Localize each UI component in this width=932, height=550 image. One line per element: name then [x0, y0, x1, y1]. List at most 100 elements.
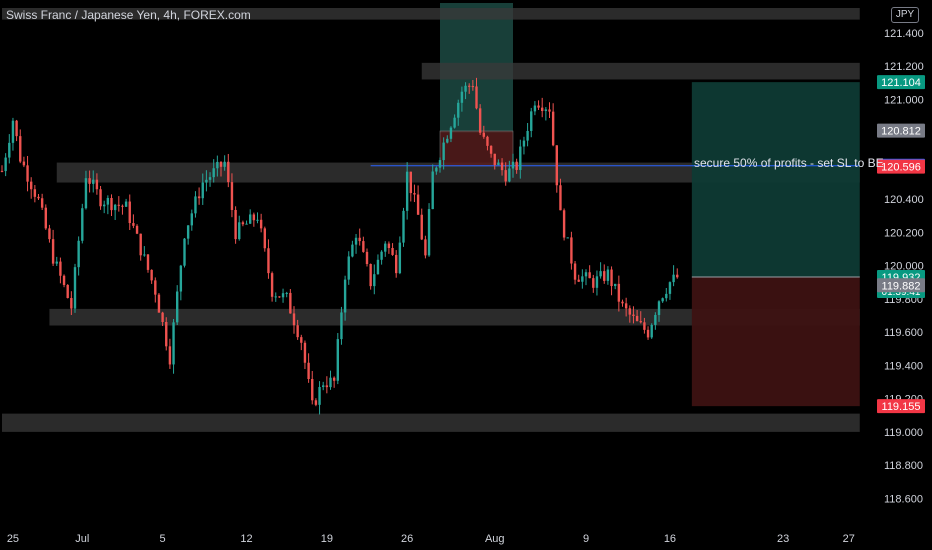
candle-body [672, 274, 675, 283]
price-tick-label: 121.000 [884, 94, 924, 106]
candle-body [11, 120, 15, 143]
price-label-box [877, 75, 925, 90]
candle-body [676, 274, 679, 278]
price-tick-label: 121.200 [884, 61, 924, 73]
candle-body [190, 213, 193, 226]
candle-body [161, 312, 164, 322]
price-label-text: 119.882 [882, 280, 921, 292]
candle-body [88, 178, 91, 184]
candle-body [84, 178, 88, 209]
price-label-text: 121.104 [881, 77, 921, 89]
candle-body [493, 153, 496, 165]
candle-body [0, 170, 4, 172]
support-resistance-zones [2, 3, 860, 432]
candle-body [103, 204, 106, 207]
candle-body [176, 291, 179, 323]
countdown-text: 01:39:41 [882, 287, 921, 298]
candle-body [657, 301, 661, 315]
candle-body [438, 160, 442, 168]
candle-body [387, 243, 391, 248]
time-tick-label: 16 [664, 533, 676, 545]
candle-body [500, 162, 504, 171]
candle-body [548, 109, 551, 112]
candle-body [110, 197, 113, 211]
candle-body [292, 313, 296, 326]
price-zone [2, 413, 860, 432]
price-tick-label: 118.600 [884, 493, 923, 505]
price-label-box [877, 159, 925, 174]
candle-body [285, 292, 288, 294]
price-label-box [877, 278, 925, 293]
price-zone [2, 7, 860, 20]
time-axis[interactable]: 25 Jul 5 12 19 26 Aug 9 16 23 27 [7, 533, 855, 545]
candle-body [581, 276, 584, 282]
candle-body [603, 271, 606, 281]
candle-body [427, 209, 431, 256]
price-axis[interactable]: 121.400121.200121.000120.800120.600120.4… [884, 28, 924, 505]
candle-body [592, 278, 595, 288]
candle-body [482, 132, 485, 137]
candle-body [541, 107, 544, 112]
candle-body [573, 263, 577, 280]
candle-body [314, 400, 318, 405]
candle-body [252, 214, 256, 221]
candle-body [511, 161, 515, 169]
candle-body [278, 296, 281, 298]
long-position-tool[interactable] [370, 82, 860, 407]
candle-body [303, 342, 307, 363]
candle-body [530, 111, 533, 131]
candle-body [143, 254, 146, 256]
candle-body [562, 210, 566, 238]
candle-body [665, 293, 668, 299]
target-zone [691, 82, 860, 277]
candle-body [62, 275, 66, 285]
candle-body [51, 239, 55, 264]
candle-body [588, 272, 591, 279]
candle-body [584, 272, 588, 277]
candle-body [307, 362, 310, 380]
candle-body [559, 185, 562, 211]
currency-badge[interactable]: JPY [891, 7, 919, 23]
candle-body [654, 314, 657, 325]
time-tick-label: 9 [583, 533, 589, 545]
candle-body [216, 161, 219, 169]
candle-body [486, 136, 489, 146]
candle-body [336, 339, 339, 381]
time-tick-label: 23 [777, 533, 789, 545]
candle-body [533, 105, 537, 112]
candle-body [219, 161, 223, 167]
candle-body [668, 282, 672, 294]
time-tick-label: 26 [401, 533, 413, 545]
candle-body [128, 201, 131, 224]
candle-body [329, 377, 332, 388]
candle-body [92, 179, 95, 184]
candle-body [332, 377, 336, 381]
price-tick-label: 118.800 [884, 460, 923, 472]
candle-body [59, 261, 62, 276]
candle-body [186, 225, 190, 239]
price-tick-label: 120.400 [884, 194, 924, 206]
candle-body [99, 189, 102, 207]
candle-body [449, 127, 453, 139]
candle-body [296, 325, 299, 338]
time-tick-label: 25 [7, 533, 19, 545]
candle-body [340, 312, 343, 340]
candle-body [73, 267, 77, 309]
candle-body [245, 223, 248, 225]
candle-body [274, 296, 277, 298]
price-label-box [877, 399, 925, 414]
candle-body [380, 251, 383, 260]
candle-body [270, 273, 274, 297]
price-zone [49, 308, 860, 326]
candle-body [230, 182, 234, 210]
candle-body [208, 177, 212, 180]
candle-body [227, 161, 230, 183]
trade-annotation[interactable]: secure 50% of profits - set SL to BE [694, 156, 884, 170]
candle-body [135, 225, 139, 234]
candle-body [205, 179, 208, 183]
candle-body [519, 146, 522, 170]
candle-body [318, 386, 321, 405]
candle-body [621, 301, 624, 304]
price-tick-label: 119.400 [884, 360, 923, 372]
